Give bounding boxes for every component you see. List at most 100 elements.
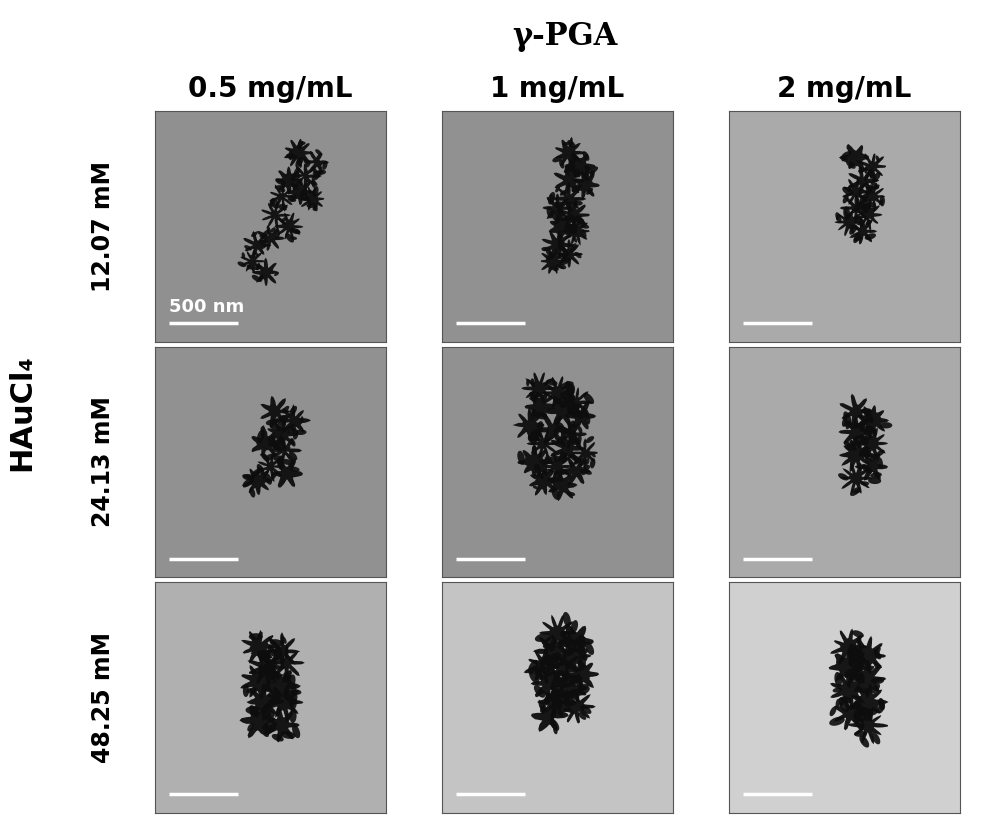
Polygon shape xyxy=(848,706,888,744)
Polygon shape xyxy=(854,202,861,212)
Polygon shape xyxy=(528,434,537,440)
Polygon shape xyxy=(269,668,276,681)
Polygon shape xyxy=(257,464,264,475)
Polygon shape xyxy=(872,172,881,182)
Polygon shape xyxy=(834,672,842,686)
Polygon shape xyxy=(542,229,574,260)
Polygon shape xyxy=(554,398,567,404)
Polygon shape xyxy=(271,419,279,423)
Polygon shape xyxy=(259,240,268,244)
Polygon shape xyxy=(283,672,290,684)
Polygon shape xyxy=(269,644,305,681)
Polygon shape xyxy=(555,420,587,450)
Polygon shape xyxy=(565,401,596,430)
Polygon shape xyxy=(242,466,273,495)
Polygon shape xyxy=(255,452,285,482)
Polygon shape xyxy=(529,391,542,398)
Polygon shape xyxy=(529,466,557,496)
Polygon shape xyxy=(287,178,315,205)
Polygon shape xyxy=(247,650,285,687)
Polygon shape xyxy=(846,421,851,429)
Polygon shape xyxy=(263,714,272,721)
Polygon shape xyxy=(531,409,536,417)
Polygon shape xyxy=(269,437,278,449)
Polygon shape xyxy=(282,459,293,465)
Polygon shape xyxy=(289,451,297,460)
Polygon shape xyxy=(864,411,874,423)
Polygon shape xyxy=(856,427,888,460)
Polygon shape xyxy=(856,657,863,667)
Polygon shape xyxy=(838,417,873,449)
Polygon shape xyxy=(277,204,288,210)
Polygon shape xyxy=(590,167,598,173)
Polygon shape xyxy=(548,477,555,482)
Polygon shape xyxy=(290,174,301,181)
Polygon shape xyxy=(560,654,599,689)
Polygon shape xyxy=(834,696,867,730)
Polygon shape xyxy=(575,459,580,464)
Polygon shape xyxy=(555,653,561,661)
Polygon shape xyxy=(524,392,557,421)
Polygon shape xyxy=(870,182,877,186)
Polygon shape xyxy=(288,194,297,200)
Polygon shape xyxy=(564,167,571,173)
Polygon shape xyxy=(555,205,561,210)
Polygon shape xyxy=(261,200,291,229)
Polygon shape xyxy=(557,208,564,218)
Polygon shape xyxy=(558,234,563,238)
Polygon shape xyxy=(869,169,874,178)
Polygon shape xyxy=(266,672,276,681)
Polygon shape xyxy=(865,184,873,196)
Polygon shape xyxy=(568,157,577,167)
Polygon shape xyxy=(839,696,852,703)
Polygon shape xyxy=(874,662,879,669)
Polygon shape xyxy=(300,417,304,422)
Polygon shape xyxy=(290,237,297,240)
Text: HAuCl₄: HAuCl₄ xyxy=(7,354,36,471)
Polygon shape xyxy=(865,186,871,191)
Polygon shape xyxy=(267,710,271,719)
Polygon shape xyxy=(540,658,545,668)
Polygon shape xyxy=(270,639,283,647)
Polygon shape xyxy=(844,441,852,450)
Polygon shape xyxy=(280,415,288,419)
Polygon shape xyxy=(848,654,856,667)
Polygon shape xyxy=(257,651,264,658)
Polygon shape xyxy=(858,168,865,172)
Polygon shape xyxy=(564,386,573,396)
Polygon shape xyxy=(836,214,839,220)
Polygon shape xyxy=(300,188,307,197)
Polygon shape xyxy=(528,436,540,441)
Polygon shape xyxy=(534,464,541,475)
Polygon shape xyxy=(560,633,567,638)
Polygon shape xyxy=(553,217,561,224)
Polygon shape xyxy=(565,381,572,394)
Text: 12.07 mM: 12.07 mM xyxy=(91,161,115,292)
Polygon shape xyxy=(289,406,297,416)
Polygon shape xyxy=(562,252,567,262)
Polygon shape xyxy=(833,687,842,692)
Polygon shape xyxy=(273,686,277,695)
Polygon shape xyxy=(543,650,582,688)
Polygon shape xyxy=(259,274,263,282)
Polygon shape xyxy=(238,262,246,267)
Polygon shape xyxy=(288,674,296,688)
Polygon shape xyxy=(570,243,577,252)
Polygon shape xyxy=(858,441,867,446)
Polygon shape xyxy=(849,217,877,245)
Polygon shape xyxy=(266,632,300,669)
Polygon shape xyxy=(275,178,286,185)
Polygon shape xyxy=(264,454,275,460)
Polygon shape xyxy=(572,184,582,191)
Polygon shape xyxy=(563,612,571,626)
Polygon shape xyxy=(535,670,543,681)
Polygon shape xyxy=(854,700,859,710)
Polygon shape xyxy=(560,658,565,666)
Polygon shape xyxy=(275,644,283,654)
Polygon shape xyxy=(566,696,571,705)
Polygon shape xyxy=(531,430,537,441)
Polygon shape xyxy=(249,633,263,640)
Polygon shape xyxy=(558,252,564,257)
Polygon shape xyxy=(852,200,882,231)
Polygon shape xyxy=(869,170,874,175)
